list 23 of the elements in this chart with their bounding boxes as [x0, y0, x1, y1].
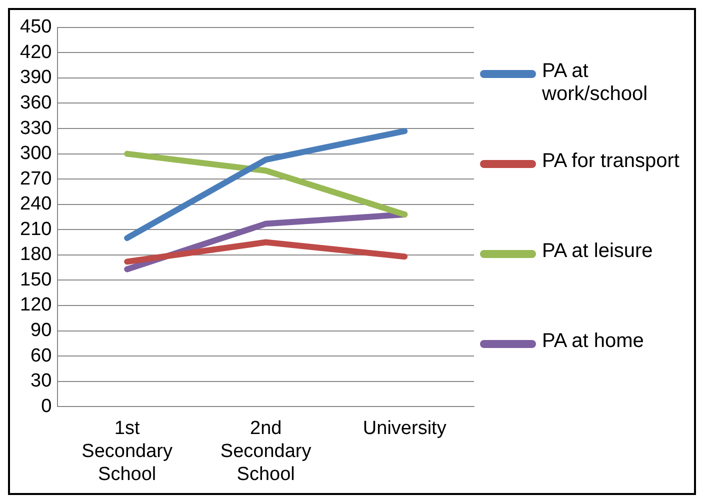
y-tick-label: 150 — [20, 269, 52, 290]
y-tick-label: 450 — [20, 16, 52, 38]
y-tick-label: 330 — [20, 118, 52, 139]
y-tick-label: 180 — [20, 244, 52, 266]
y-tick-label: 390 — [20, 67, 52, 88]
x-tick-label: 2nd Secondary School — [220, 418, 312, 485]
y-tick-label: 420 — [20, 42, 52, 63]
y-tick-label: 240 — [20, 194, 52, 215]
y-tick-label: 360 — [20, 92, 52, 114]
x-tick-label: University — [362, 418, 447, 440]
legend-label: PA at home — [542, 330, 645, 353]
y-tick-label: 90 — [30, 320, 52, 341]
y-tick-label: 270 — [20, 168, 52, 190]
y-tick-label: 120 — [20, 294, 52, 316]
legend-label: PA at leisure — [542, 240, 654, 263]
y-tick-label: 30 — [30, 370, 52, 392]
legend-label: PA for transport — [542, 150, 680, 173]
y-tick-label: 210 — [20, 218, 52, 240]
x-tick-label: 1st Secondary School — [82, 418, 173, 485]
legend-label: PA at work/school — [542, 60, 649, 106]
y-tick-label: 60 — [30, 345, 52, 366]
y-tick-label: 300 — [20, 143, 52, 164]
y-tick-label: 0 — [41, 396, 52, 417]
